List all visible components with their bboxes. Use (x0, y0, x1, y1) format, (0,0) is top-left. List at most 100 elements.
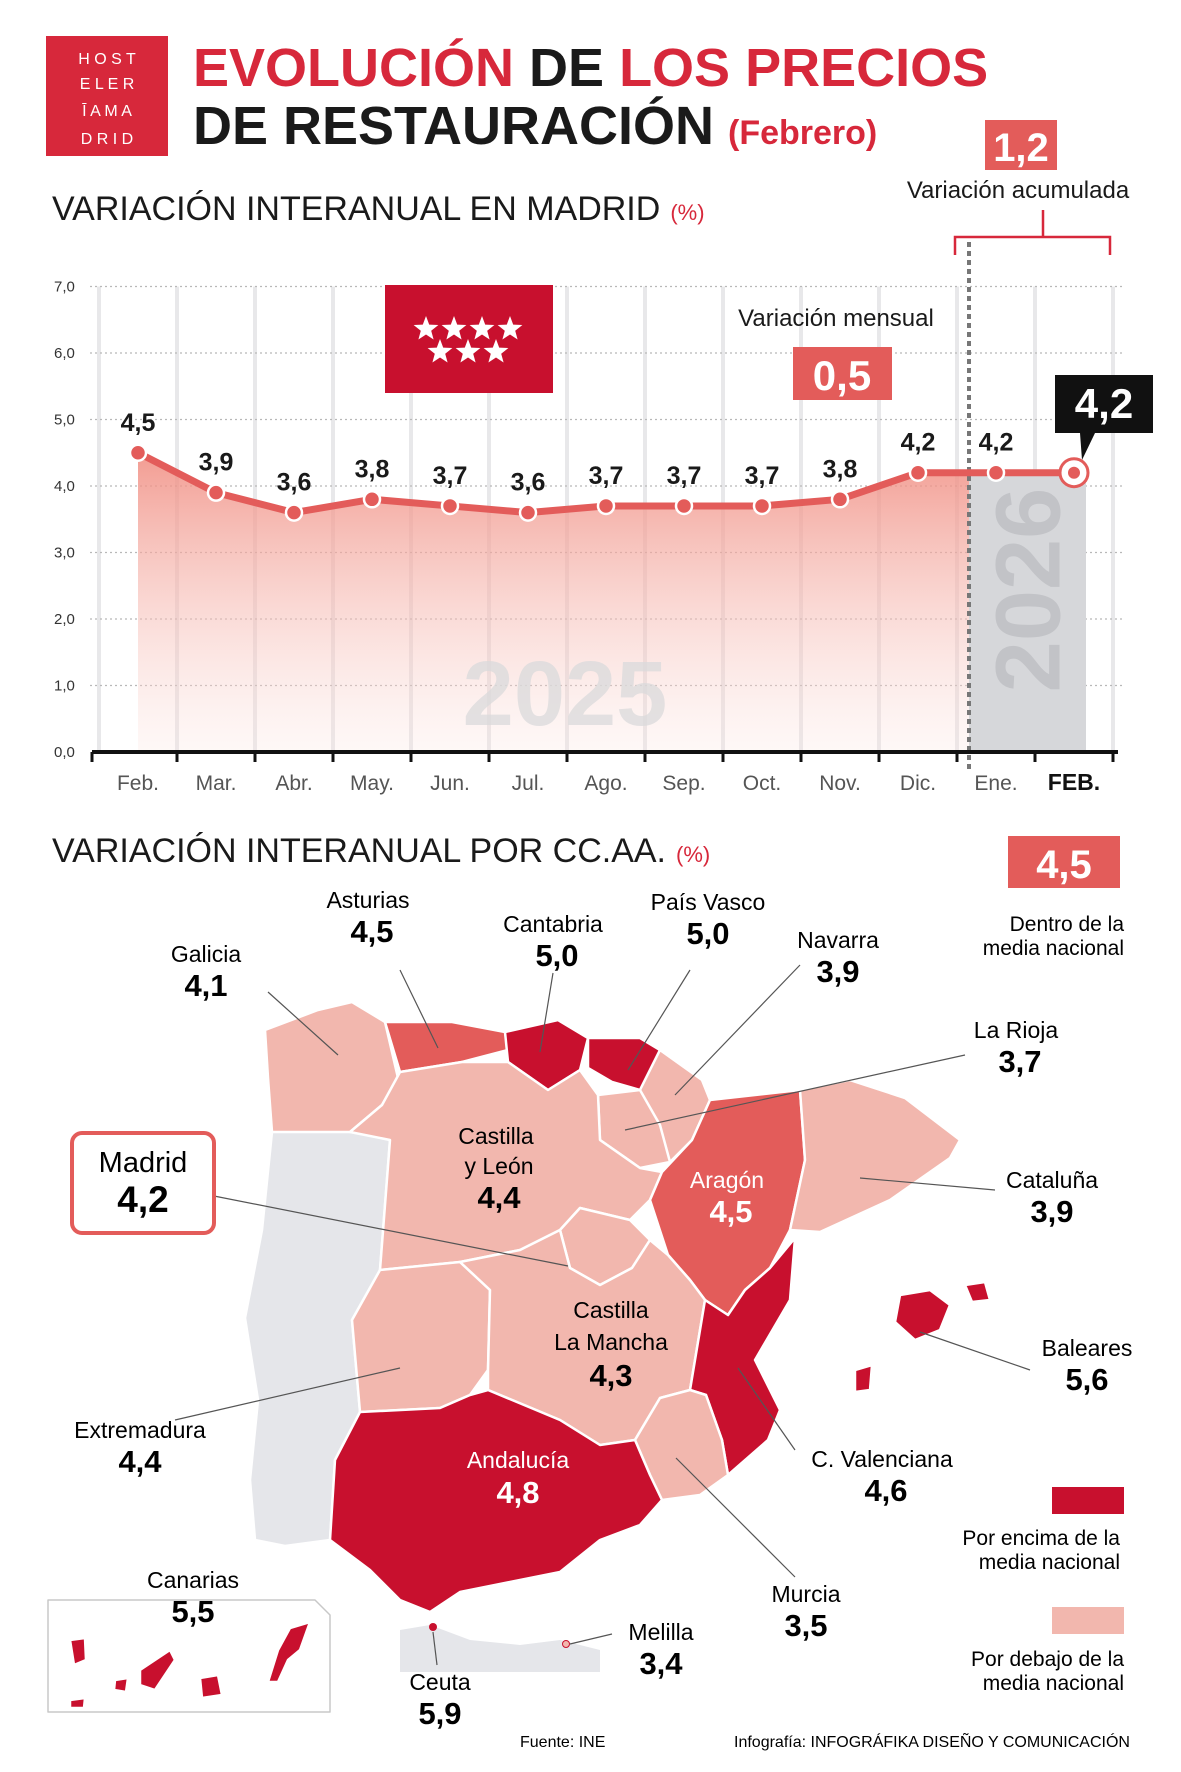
data-label: 3,8 (823, 455, 858, 483)
x-tick-label: Abr. (275, 772, 312, 795)
legend-above-label-2: media nacional (979, 1551, 1120, 1574)
region-navarra-value: 3,9 (816, 954, 859, 989)
data-label: 3,8 (355, 455, 390, 483)
data-point (206, 483, 226, 502)
region-canarias-shape (68, 1696, 87, 1710)
y-tick-label: 6,0 (54, 345, 75, 362)
region-andalucia-value: 4,8 (496, 1475, 539, 1510)
y-tick-label: 2,0 (54, 611, 75, 628)
flag-background (385, 285, 553, 393)
region-asturias-value: 4,5 (350, 914, 393, 949)
region-madrid-callout (70, 1131, 216, 1235)
legend-above-label-1: Por encima de la (962, 1527, 1120, 1550)
leader-line (213, 1195, 569, 1267)
data-label: 4,2 (901, 429, 936, 457)
region-baleares-mallorca-shape (893, 1288, 952, 1342)
region-cvalenciana-value: 4,6 (864, 1473, 907, 1508)
region-murcia-name: Murcia (771, 1581, 840, 1607)
x-tick-label: Sep. (662, 772, 705, 795)
national-label-1: Dentro de la (1010, 913, 1125, 936)
data-label: 3,9 (199, 449, 234, 477)
region-melilla-name: Melilla (628, 1619, 693, 1645)
leader-line (624, 1054, 966, 1131)
region-castillayleon-name-2: y León (464, 1153, 533, 1179)
region-murcia-value: 3,5 (784, 1608, 827, 1643)
data-label: 3,6 (277, 469, 312, 497)
region-castillayleon-shape (348, 1060, 664, 1272)
data-label: 3,6 (511, 469, 546, 497)
leader-line (674, 964, 801, 1096)
leader-line (737, 1367, 796, 1451)
accumulated-value-box (985, 120, 1057, 170)
data-label: 4,5 (121, 409, 156, 437)
spain-map (47, 1000, 992, 1713)
region-asturias-name: Asturias (326, 887, 409, 913)
map-subtitle: VARIACIÓN INTERANUAL POR CC.AA. (%) (52, 832, 710, 870)
flag-stars (413, 316, 523, 363)
map-leader-lines (174, 964, 1031, 1666)
brand-logo: H O S T E L E R Ī A M A D R I D (46, 36, 168, 156)
x-tick-label: Jun. (430, 772, 470, 795)
region-canarias-shape (138, 1648, 177, 1692)
region-canarias-value: 5,5 (171, 1594, 214, 1629)
leader-line (267, 991, 339, 1056)
region-castillayleon-name-1: Castilla (458, 1123, 534, 1149)
year-2026-band (969, 472, 1086, 752)
region-baleares-ibiza-shape (853, 1363, 874, 1394)
x-tick-label: Jul. (512, 772, 545, 795)
data-point (908, 463, 928, 482)
region-ceuta-name: Ceuta (409, 1669, 471, 1695)
region-extremadura-shape (350, 1260, 492, 1414)
year-2025-watermark: 2025 (463, 643, 668, 745)
leader-line (627, 969, 691, 1071)
x-tick-label: Feb. (117, 772, 159, 795)
chart-unit: (%) (670, 200, 704, 225)
y-tick-label: 1,0 (54, 678, 75, 695)
region-ceuta-shape (429, 1623, 437, 1631)
data-point (674, 496, 694, 516)
region-baleares-name: Baleares (1042, 1335, 1133, 1361)
region-castillayleon-value: 4,4 (477, 1180, 521, 1215)
line-chart: 0,0 1,0 2,0 3,0 4,0 5,0 6,0 7,0 2025 2026 4,5 Feb. 3… (54, 242, 1122, 795)
legend-below-label-1: Por debajo de la (971, 1648, 1124, 1671)
map-unit: (%) (676, 842, 710, 867)
leader-line (432, 1631, 438, 1666)
region-galicia-name: Galicia (171, 941, 242, 967)
national-label-2: media nacional (983, 937, 1124, 960)
accumulated-label: Variación acumulada (907, 177, 1130, 204)
y-tick-label: 4,0 (54, 478, 75, 495)
leader-line (539, 972, 554, 1053)
flag-star-icon (469, 316, 495, 340)
footer-credit-name: INFOGRÁFIKA DISEÑO Y COMUNICACIÓN (811, 1731, 1130, 1751)
chart-subtitle-text: VARIACIÓN INTERANUAL EN MADRID (52, 190, 660, 228)
region-cvalenciana-shape (688, 1236, 797, 1477)
region-baleares-menorca-shape (963, 1280, 992, 1304)
region-melilla-value: 3,4 (639, 1646, 683, 1681)
x-tick-label: Ene. (974, 772, 1017, 795)
x-tick-label: Oct. (743, 772, 782, 795)
region-andalucia-shape (328, 1388, 664, 1614)
legend-below-swatch (1052, 1607, 1124, 1634)
region-andalucia-name: Andalucía (467, 1447, 570, 1473)
leader-line (859, 1177, 996, 1191)
footer-source: Fuente: INE (520, 1734, 605, 1751)
data-point (830, 490, 850, 509)
current-value-callout (1055, 375, 1153, 460)
data-point (596, 496, 616, 516)
title-part-precios: LOS PRECIOS (619, 38, 988, 98)
flag-star-icon (441, 316, 467, 340)
region-larioja-value: 3,7 (998, 1044, 1041, 1079)
chart-subtitle: VARIACIÓN INTERANUAL EN MADRID (%) (52, 190, 705, 228)
monthly-value-box (793, 347, 892, 400)
x-tick-label: Ago. (584, 772, 627, 795)
data-label: 3,7 (667, 462, 702, 490)
leader-line (675, 1457, 796, 1578)
region-extremadura-name: Extremadura (74, 1417, 206, 1443)
region-cantabria-name: Cantabria (503, 911, 603, 937)
region-canarias-name: Canarias (147, 1567, 239, 1593)
data-point (284, 503, 304, 522)
region-ceuta-value: 5,9 (418, 1696, 461, 1731)
footer-credit-prefix: Infografía: (734, 1734, 811, 1751)
data-point (1066, 464, 1082, 481)
